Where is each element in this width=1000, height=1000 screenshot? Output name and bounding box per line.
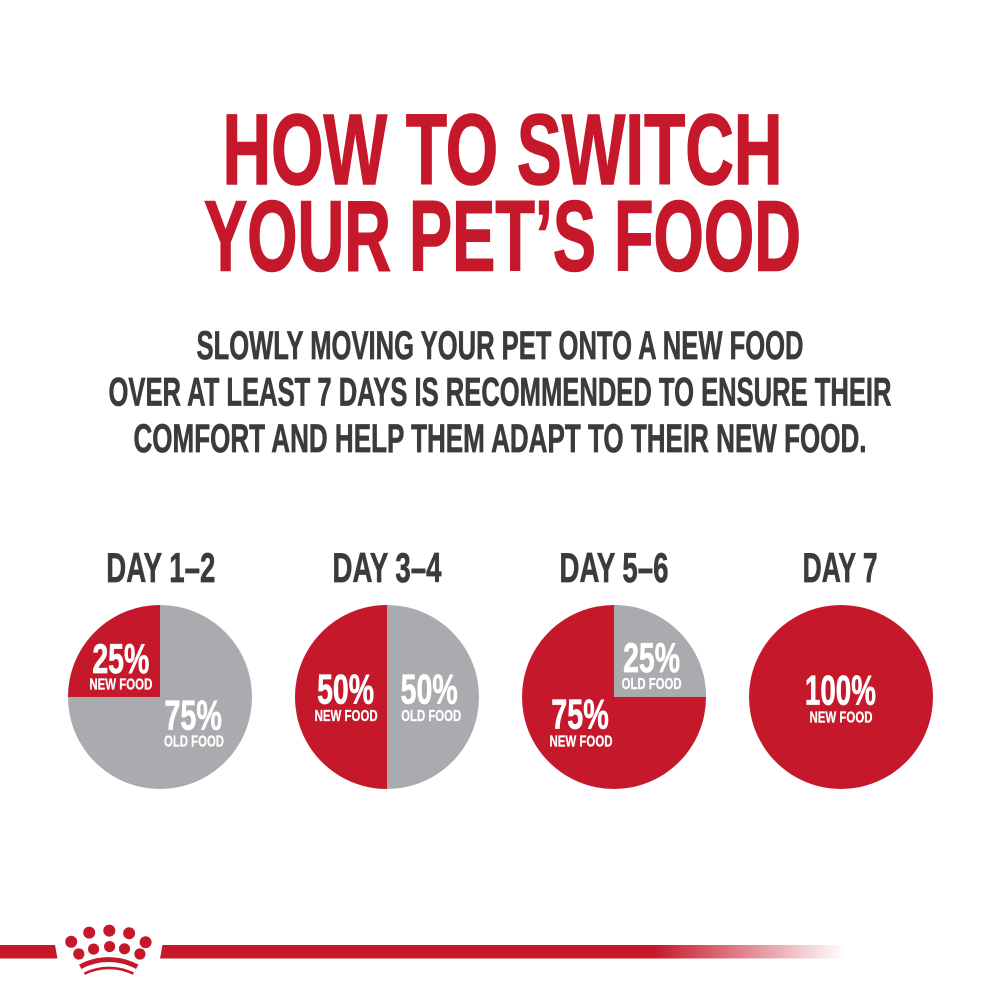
svg-text:25%: 25%	[92, 635, 149, 682]
svg-text:SLOWLY MOVING YOUR PET ONTO A: SLOWLY MOVING YOUR PET ONTO A NEW FOOD	[197, 324, 804, 368]
svg-text:DAY 1–2: DAY 1–2	[106, 544, 215, 591]
svg-text:50%: 50%	[401, 666, 458, 713]
svg-text:OVER AT LEAST 7 DAYS IS RECOMM: OVER AT LEAST 7 DAYS IS RECOMMENDED TO E…	[109, 371, 892, 415]
svg-text:COMFORT AND HELP THEM ADAPT TO: COMFORT AND HELP THEM ADAPT TO THEIR NEW…	[134, 417, 867, 461]
svg-text:NEW FOOD: NEW FOOD	[550, 734, 613, 751]
svg-text:DAY 7: DAY 7	[803, 544, 878, 591]
svg-text:DAY 5–6: DAY 5–6	[560, 544, 669, 591]
svg-text:OLD FOOD: OLD FOOD	[401, 708, 461, 725]
svg-text:75%: 75%	[164, 692, 222, 739]
svg-text:50%: 50%	[317, 666, 374, 713]
svg-text:DAY 3–4: DAY 3–4	[333, 544, 442, 591]
svg-text:NEW FOOD: NEW FOOD	[89, 676, 152, 693]
svg-text:NEW FOOD: NEW FOOD	[810, 710, 873, 727]
svg-text:25%: 25%	[623, 634, 680, 681]
svg-text:OLD FOOD: OLD FOOD	[622, 676, 682, 693]
svg-text:YOUR PET’S FOOD: YOUR PET’S FOOD	[204, 181, 801, 293]
svg-text:100%: 100%	[805, 667, 876, 714]
svg-text:NEW FOOD: NEW FOOD	[315, 708, 378, 725]
svg-text:75%: 75%	[551, 691, 609, 738]
svg-text:HOW TO SWITCH: HOW TO SWITCH	[223, 94, 783, 206]
svg-text:OLD FOOD: OLD FOOD	[164, 733, 224, 750]
